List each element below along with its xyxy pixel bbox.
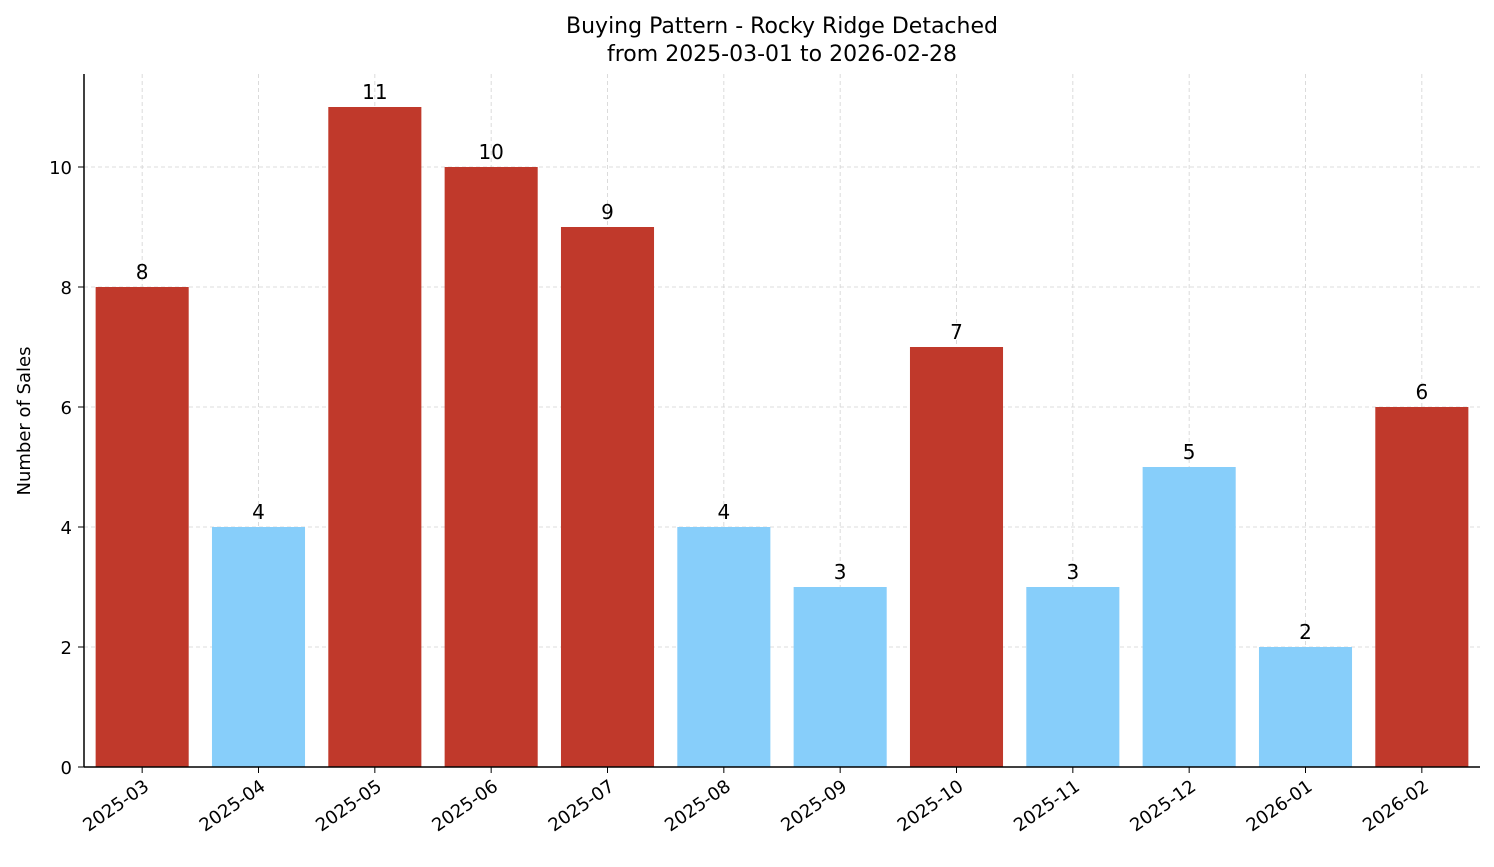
chart-subtitle: from 2025-03-01 to 2026-02-28 — [607, 42, 957, 67]
bars — [95, 107, 1469, 767]
data-label: 2 — [1299, 620, 1312, 644]
bar-2025-12 — [1142, 467, 1236, 767]
data-label: 3 — [834, 560, 847, 584]
data-labels: 8 4 11 10 9 4 3 7 3 5 2 6 — [136, 80, 1428, 644]
data-label: 7 — [950, 320, 963, 344]
x-tick-label: 2025-12 — [1126, 776, 1200, 836]
data-label: 4 — [252, 500, 265, 524]
x-tick-label: 2025-11 — [1010, 776, 1084, 836]
chart-title: Buying Pattern - Rocky Ridge Detached — [566, 14, 998, 39]
y-tick-label: 10 — [49, 158, 72, 179]
bar-2025-06 — [444, 167, 538, 767]
x-tick-label: 2026-01 — [1243, 776, 1317, 836]
x-tick-label: 2025-09 — [777, 776, 851, 836]
data-label: 5 — [1183, 440, 1196, 464]
y-tick-label: 6 — [61, 398, 72, 419]
y-tick-label: 4 — [61, 518, 72, 539]
bar-2026-01 — [1258, 647, 1353, 767]
data-label: 3 — [1066, 560, 1079, 584]
bar-2025-07 — [560, 227, 655, 767]
bar-2025-08 — [677, 527, 771, 767]
x-tick-label: 2025-08 — [661, 776, 735, 836]
data-label: 6 — [1415, 380, 1428, 404]
bar-2026-02 — [1375, 407, 1469, 767]
data-label: 10 — [478, 140, 503, 164]
bar-2025-04 — [211, 527, 306, 767]
x-tick-label: 2025-05 — [312, 776, 386, 836]
y-tick-label: 0 — [61, 758, 72, 779]
x-tick-label: 2025-03 — [79, 776, 153, 836]
y-axis-label: Number of Sales — [14, 346, 35, 495]
data-label: 11 — [362, 80, 387, 104]
bar-2025-05 — [328, 107, 422, 767]
data-label: 9 — [601, 200, 614, 224]
x-tick-label: 2025-06 — [428, 776, 502, 836]
x-tick-label: 2025-07 — [545, 776, 619, 836]
y-tick-label: 8 — [61, 278, 72, 299]
bar-2025-03 — [95, 287, 189, 767]
bar-2025-10 — [909, 347, 1004, 767]
data-label: 8 — [136, 260, 149, 284]
bar-2025-09 — [793, 587, 887, 767]
x-tick-label: 2025-10 — [894, 776, 968, 836]
data-label: 4 — [717, 500, 730, 524]
x-tick-label: 2026-02 — [1359, 776, 1433, 836]
bar-2025-11 — [1026, 587, 1120, 767]
x-tick-label: 2025-04 — [196, 776, 270, 836]
y-tick-label: 2 — [61, 638, 72, 659]
